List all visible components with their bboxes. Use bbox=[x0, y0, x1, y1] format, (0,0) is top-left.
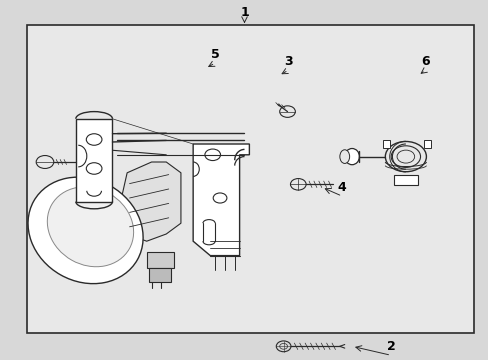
Bar bbox=[76, 119, 112, 202]
Text: 3: 3 bbox=[284, 55, 292, 68]
Ellipse shape bbox=[47, 187, 133, 267]
Bar bbox=[393, 175, 417, 185]
Bar bbox=[423, 140, 430, 148]
Text: 6: 6 bbox=[420, 55, 429, 68]
Ellipse shape bbox=[28, 177, 143, 284]
Bar bbox=[382, 140, 389, 148]
PathPatch shape bbox=[193, 144, 249, 256]
Bar bbox=[27, 25, 473, 333]
Bar bbox=[146, 252, 173, 268]
Text: 1: 1 bbox=[240, 6, 248, 19]
Bar bbox=[149, 268, 171, 282]
Text: 5: 5 bbox=[210, 48, 219, 60]
Text: 4: 4 bbox=[337, 181, 346, 194]
Ellipse shape bbox=[339, 150, 349, 163]
Text: 2: 2 bbox=[386, 340, 395, 353]
Ellipse shape bbox=[344, 149, 359, 165]
PathPatch shape bbox=[117, 162, 181, 241]
